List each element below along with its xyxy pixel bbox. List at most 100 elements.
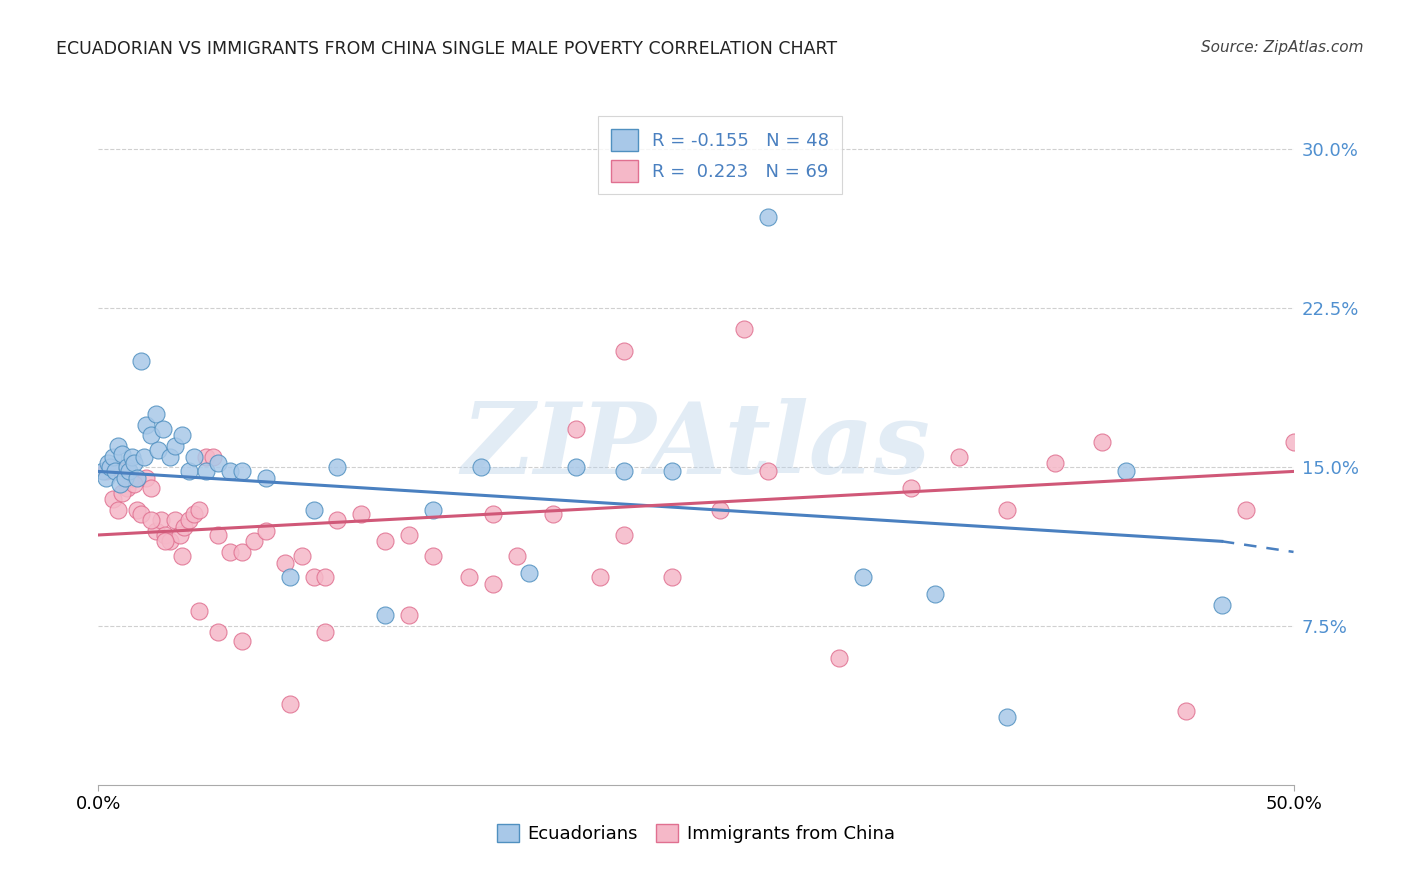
Point	[613, 528, 636, 542]
Point	[315, 625, 337, 640]
Point	[202, 450, 225, 464]
Point	[1211, 598, 1233, 612]
Point	[1175, 704, 1198, 718]
Point	[114, 471, 136, 485]
Point	[207, 528, 229, 542]
Point	[278, 570, 301, 584]
Point	[219, 464, 242, 478]
Point	[135, 471, 157, 485]
Point	[111, 485, 134, 500]
Point	[172, 549, 194, 564]
Text: ZIPAtlas: ZIPAtlas	[461, 398, 931, 494]
Point	[326, 513, 349, 527]
Text: Source: ZipAtlas.com: Source: ZipAtlas.com	[1201, 40, 1364, 55]
Point	[1234, 502, 1257, 516]
Point	[565, 460, 588, 475]
Point	[111, 464, 134, 478]
Point	[139, 482, 162, 496]
Point	[756, 211, 779, 225]
Point	[1091, 434, 1114, 449]
Point	[852, 570, 875, 584]
Point	[124, 477, 146, 491]
Point	[326, 460, 349, 475]
Point	[422, 549, 444, 564]
Point	[274, 556, 297, 570]
Point	[374, 534, 396, 549]
Point	[231, 633, 253, 648]
Point	[302, 570, 325, 584]
Point	[315, 570, 337, 584]
Point	[97, 456, 120, 470]
Point	[173, 519, 195, 533]
Point	[733, 322, 755, 336]
Point	[169, 528, 191, 542]
Point	[422, 502, 444, 516]
Point	[254, 471, 277, 485]
Point	[1115, 464, 1137, 478]
Point	[163, 513, 186, 527]
Point	[900, 482, 922, 496]
Point	[1043, 456, 1066, 470]
Point	[139, 428, 162, 442]
Point	[995, 710, 1018, 724]
Point	[148, 443, 170, 458]
Point	[828, 651, 851, 665]
Point	[125, 471, 148, 485]
Point	[139, 513, 162, 527]
Point	[470, 460, 492, 475]
Point	[243, 534, 266, 549]
Point	[398, 528, 420, 542]
Point	[149, 513, 172, 527]
Legend: Ecuadorians, Immigrants from China: Ecuadorians, Immigrants from China	[489, 817, 903, 850]
Point	[104, 464, 127, 478]
Point	[661, 570, 683, 584]
Point	[458, 570, 481, 584]
Point	[481, 576, 505, 591]
Point	[91, 464, 114, 478]
Point	[756, 464, 779, 478]
Point	[183, 450, 205, 464]
Point	[254, 524, 277, 538]
Point	[159, 450, 181, 464]
Point	[350, 507, 373, 521]
Point	[948, 450, 970, 464]
Point	[589, 570, 612, 584]
Point	[145, 407, 167, 421]
Point	[155, 534, 177, 549]
Point	[1282, 434, 1305, 449]
Point	[278, 698, 301, 712]
Point	[219, 545, 242, 559]
Point	[517, 566, 540, 581]
Point	[179, 513, 201, 527]
Point	[302, 502, 325, 516]
Point	[135, 417, 157, 432]
Point	[661, 464, 683, 478]
Point	[94, 471, 117, 485]
Point	[115, 482, 138, 496]
Point	[195, 464, 218, 478]
Point	[107, 502, 129, 516]
Point	[172, 428, 194, 442]
Point	[101, 450, 124, 464]
Point	[118, 464, 141, 478]
Point	[924, 587, 946, 601]
Point	[374, 608, 396, 623]
Point	[613, 464, 636, 478]
Point	[995, 502, 1018, 516]
Point	[207, 625, 229, 640]
Point	[613, 343, 636, 358]
Point	[506, 549, 529, 564]
Point	[125, 502, 148, 516]
Point	[163, 439, 186, 453]
Point	[108, 477, 131, 491]
Point	[183, 507, 205, 521]
Point	[159, 534, 181, 549]
Point	[155, 528, 177, 542]
Point	[121, 450, 143, 464]
Point	[145, 524, 167, 538]
Point	[115, 460, 138, 475]
Point	[207, 456, 229, 470]
Point	[131, 354, 153, 368]
Point	[709, 502, 731, 516]
Point	[231, 464, 253, 478]
